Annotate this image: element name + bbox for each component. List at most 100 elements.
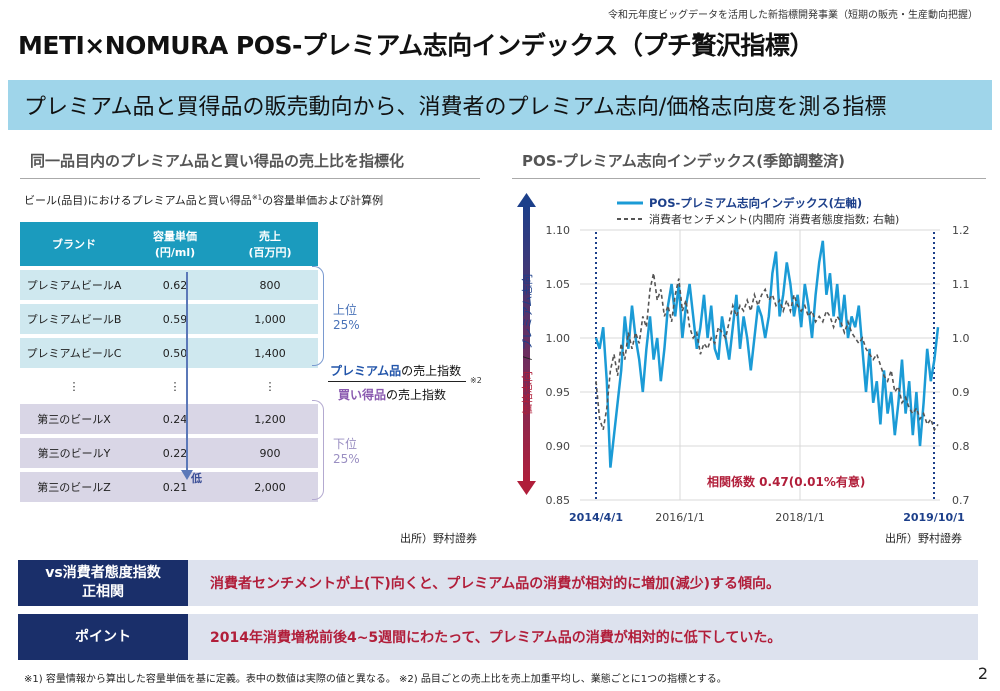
page-number: 2 bbox=[977, 664, 988, 683]
left-tick-label: 1.10 bbox=[546, 224, 571, 237]
header-note: 令和元年度ビッグデータを活用した新指標開発事業（短期の販売・生産動向把握） bbox=[608, 10, 978, 21]
subtitle-band: プレミアム品と買得品の販売動向から、消費者のプレミアム志向/価格志向度を測る指標 bbox=[8, 80, 992, 130]
x-tick-label: 2019/10/1 bbox=[903, 511, 965, 524]
table-row: プレミアムビールA 0.62 800 bbox=[20, 270, 318, 300]
ellipsis: ⋮ bbox=[169, 379, 181, 393]
left-tick-label: 1.05 bbox=[546, 278, 571, 291]
x-tick-label: 2016/1/1 bbox=[655, 511, 704, 524]
row-label-correlation: vs消費者態度指数 正相関 bbox=[18, 560, 188, 606]
ellipsis: ⋮ bbox=[264, 379, 276, 393]
index-line-chart: 価格志向 / プレミアム志向 1.101.051.000.950.900.85 … bbox=[517, 193, 970, 524]
arrow-head-icon bbox=[181, 470, 193, 480]
caption-pre: ビール(品目)におけるプレミアム品と買い得品 bbox=[24, 194, 252, 207]
fraction-numerator: プレミアム品の売上指数 bbox=[330, 362, 461, 379]
correlation-annotation: 相関係数 0.47(0.01%有意) bbox=[707, 474, 865, 489]
price-down-arrow bbox=[186, 272, 188, 472]
table-caption: ビール(品目)におけるプレミアム品と買い得品※1の容量単価および計算例 bbox=[24, 192, 383, 208]
right-tick-label: 0.8 bbox=[952, 440, 970, 453]
bottom-group-line2: 25% bbox=[333, 452, 360, 466]
table-row: プレミアムビールC 0.50 1,400 bbox=[20, 338, 318, 368]
cell-unit-price: 0.22 bbox=[128, 438, 222, 468]
table-header-row: ブランド 容量単価 (円/ml) 売上 (百万円) bbox=[20, 222, 318, 266]
caption-footnote-mark: ※1 bbox=[251, 193, 263, 202]
page-title: METI×NOMURA POS-プレミアム志向インデックス（プチ贅沢指標） bbox=[18, 31, 814, 60]
fraction-denominator: 買い得品の売上指数 bbox=[338, 386, 446, 403]
ellipsis-row: ⋮ ⋮ ⋮ bbox=[20, 372, 318, 400]
down-arrow-icon bbox=[517, 481, 536, 495]
left-axis-label: 価格志向 / プレミアム志向 bbox=[520, 274, 534, 415]
cell-sales: 900 bbox=[222, 438, 318, 468]
caption-post: の容量単価および計算例 bbox=[262, 194, 384, 207]
cell-brand: 第三のビールY bbox=[20, 438, 128, 468]
right-tick-label: 0.7 bbox=[952, 494, 970, 507]
right-tick-label: 1.1 bbox=[952, 278, 970, 291]
left-tick-label: 1.00 bbox=[546, 332, 571, 345]
series-line-sentiment bbox=[595, 273, 939, 432]
top-group-brace bbox=[312, 266, 324, 366]
cell-brand: プレミアムビールA bbox=[20, 270, 128, 300]
series-line-pos-index bbox=[594, 240, 940, 468]
table-row: 第三のビールY 0.22 900 bbox=[20, 438, 318, 468]
table-row: 第三のビールX 0.24 1,200 bbox=[20, 404, 318, 434]
header-sales: 売上 (百万円) bbox=[222, 222, 318, 266]
cell-brand: プレミアムビールB bbox=[20, 304, 128, 334]
fraction-footnote-mark: ※2 bbox=[470, 376, 482, 385]
cell-sales: 1,000 bbox=[222, 304, 318, 334]
right-divider bbox=[512, 178, 986, 179]
left-tick-label: 0.90 bbox=[546, 440, 571, 453]
denominator-rest: の売上指数 bbox=[386, 388, 447, 402]
low-label: 低 bbox=[191, 472, 202, 485]
left-source: 出所）野村證券 bbox=[400, 532, 477, 545]
table-row: 第三のビールZ 0.21 2,000 bbox=[20, 472, 318, 502]
x-tick-label: 2018/1/1 bbox=[775, 511, 824, 524]
bottom-group-brace bbox=[312, 400, 324, 500]
left-tick-label: 0.95 bbox=[546, 386, 571, 399]
left-axis-label-sep: / bbox=[521, 356, 534, 360]
top-group-line1: 上位 bbox=[333, 303, 358, 317]
legend-label-sentiment: 消費者センチメント(内閣府 消費者態度指数; 右軸) bbox=[649, 212, 899, 226]
numerator-rest: の売上指数 bbox=[401, 364, 462, 378]
cell-sales: 1,200 bbox=[222, 404, 318, 434]
right-panel-heading: POS-プレミアム志向インデックス(季節調整済) bbox=[522, 152, 845, 170]
top-group-line2: 25% bbox=[333, 318, 360, 332]
right-tick-label: 1.0 bbox=[952, 332, 970, 345]
right-tick-label: 0.9 bbox=[952, 386, 970, 399]
cell-unit-price: 0.24 bbox=[128, 404, 222, 434]
right-tick-label: 1.2 bbox=[952, 224, 970, 237]
left-panel-heading: 同一品目内のプレミアム品と買い得品の売上比を指標化 bbox=[30, 152, 404, 170]
left-divider bbox=[20, 178, 480, 179]
up-arrow-icon bbox=[517, 193, 536, 207]
fraction-bar bbox=[328, 381, 466, 382]
top-group-label: 上位 25% bbox=[333, 303, 360, 333]
cell-brand: プレミアムビールC bbox=[20, 338, 128, 368]
cell-sales: 2,000 bbox=[222, 472, 318, 502]
right-tick-labels: 1.2 1.1 1.0 0.9 0.8 0.7 bbox=[952, 224, 970, 507]
brand-table: ブランド 容量単価 (円/ml) 売上 (百万円) プレミアムビールA 0.62… bbox=[20, 218, 318, 506]
axis-gradient-arrow bbox=[523, 203, 530, 483]
bottom-group-line1: 下位 bbox=[333, 437, 358, 451]
header-brand: ブランド bbox=[20, 222, 128, 266]
cell-sales: 1,400 bbox=[222, 338, 318, 368]
right-source: 出所）野村證券 bbox=[885, 532, 962, 545]
cell-unit-price: 0.62 bbox=[128, 270, 222, 300]
x-tick-label: 2014/4/1 bbox=[569, 511, 623, 524]
legend-label-pos: POS-プレミアム志向インデックス(左軸) bbox=[649, 196, 862, 210]
footnote: ※1) 容量情報から算出した容量単価を基に定義。表中の数値は実際の値と異なる。 … bbox=[24, 674, 727, 685]
row-label-point: ポイント bbox=[18, 614, 188, 660]
cell-sales: 800 bbox=[222, 270, 318, 300]
series-layer bbox=[594, 240, 940, 468]
numerator-emphasis: プレミアム品 bbox=[330, 364, 402, 378]
left-tick-labels: 1.10 1.05 1.00 0.95 0.90 0.85 bbox=[546, 224, 571, 507]
bottom-group-label: 下位 25% bbox=[333, 437, 360, 467]
table-row: プレミアムビールB 0.59 1,000 bbox=[20, 304, 318, 334]
cell-unit-price: 0.50 bbox=[128, 338, 222, 368]
left-axis-label-bottom: 価格志向 bbox=[520, 371, 534, 415]
chart-grid bbox=[580, 229, 940, 501]
cell-unit-price: 0.21 bbox=[128, 472, 222, 502]
x-tick-labels: 2014/4/1 2016/1/1 2018/1/1 2019/10/1 bbox=[569, 511, 965, 524]
left-tick-label: 0.85 bbox=[546, 494, 571, 507]
row-text-point: 2014年消費増税前後4~5週間にわたって、プレミアム品の消費が相対的に低下して… bbox=[188, 614, 978, 660]
subtitle-text: プレミアム品と買得品の販売動向から、消費者のプレミアム志向/価格志向度を測る指標 bbox=[24, 95, 887, 120]
ellipsis: ⋮ bbox=[68, 379, 80, 393]
cell-unit-price: 0.59 bbox=[128, 304, 222, 334]
